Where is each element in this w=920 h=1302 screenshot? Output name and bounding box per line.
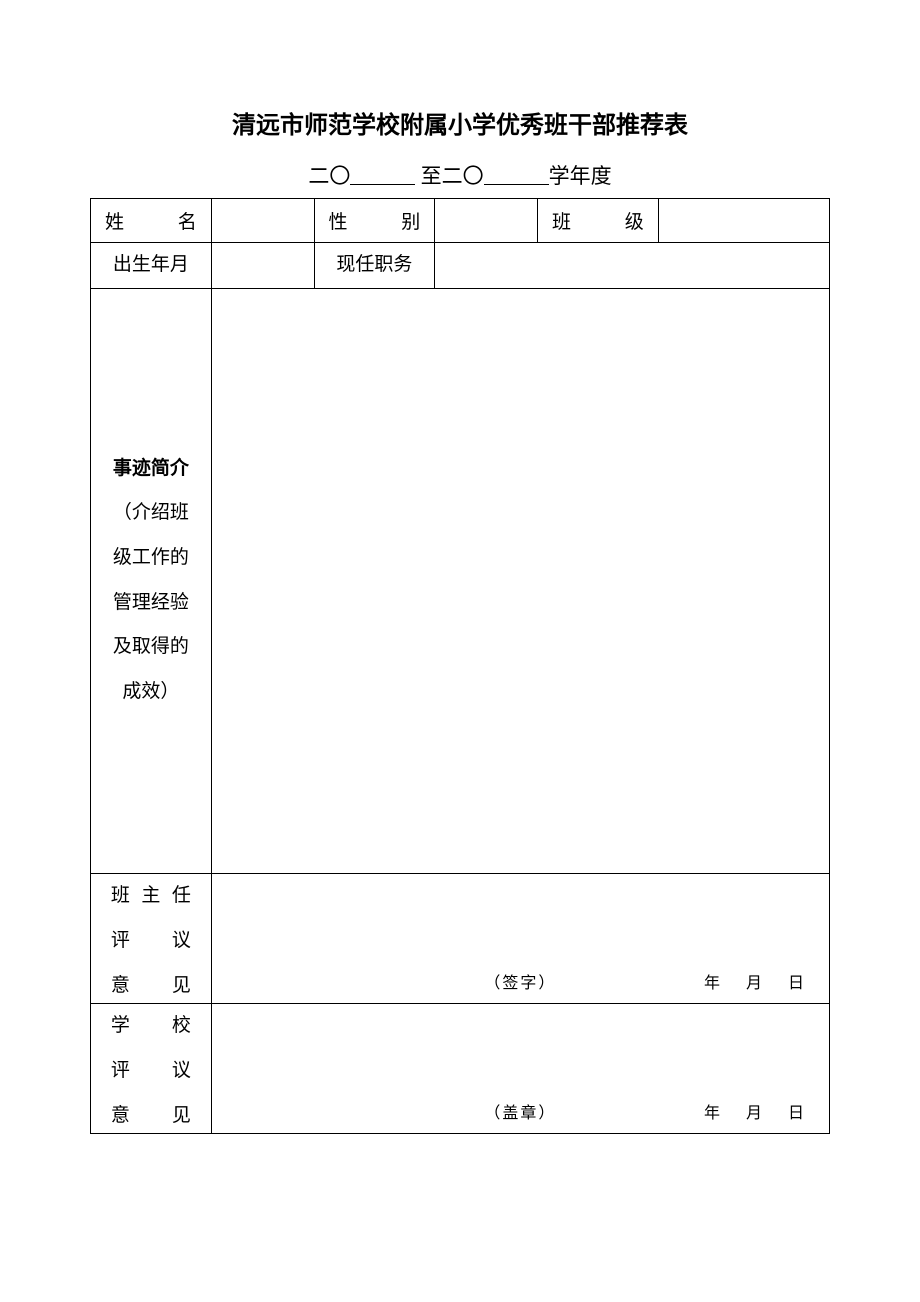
input-birth[interactable] — [211, 243, 314, 289]
deeds-title: 事迹简介 — [107, 447, 195, 492]
teacher-line-2: 评 议 — [111, 925, 191, 952]
input-teacher-opinion[interactable]: （签字） 年 月 日 — [211, 873, 829, 1003]
school-line-2: 评 议 — [111, 1055, 191, 1082]
date-label: 年 月 日 — [639, 969, 809, 993]
document-title: 清远市师范学校附属小学优秀班干部推荐表 — [90, 105, 830, 140]
date-label: 年 月 日 — [639, 1099, 809, 1123]
table-row: 班主任 评 议 意 见 （签字） 年 月 日 — [91, 873, 830, 1003]
year-mid: 至二〇 — [415, 164, 483, 188]
year-suffix: 学年度 — [549, 164, 612, 188]
teacher-line-1: 班主任 — [111, 880, 191, 907]
label-deeds: 事迹简介 （介绍班 级工作的 管理经验 及取得的 成效） — [91, 288, 212, 873]
stamp-label: （盖章） — [402, 1099, 639, 1123]
label-name: 姓 名 — [91, 199, 212, 243]
table-row: 事迹简介 （介绍班 级工作的 管理经验 及取得的 成效） — [91, 288, 830, 873]
input-position[interactable] — [435, 243, 830, 289]
academic-year-line: 二〇 至二〇 学年度 — [90, 160, 830, 190]
input-deeds[interactable] — [211, 288, 829, 873]
school-line-3: 意 见 — [111, 1100, 191, 1127]
table-row: 姓 名 性 别 班 级 — [91, 199, 830, 243]
deeds-desc-line: 管理经验 — [107, 581, 195, 626]
year-prefix-1: 二〇 — [308, 164, 350, 188]
input-gender[interactable] — [435, 199, 538, 243]
deeds-desc-line: （介绍班 — [107, 491, 195, 536]
label-birth: 出生年月 — [91, 243, 212, 289]
input-class[interactable] — [658, 199, 829, 243]
school-line-1: 学 校 — [111, 1010, 191, 1037]
deeds-desc-line: 及取得的 — [107, 625, 195, 670]
table-row: 出生年月 现任职务 — [91, 243, 830, 289]
signature-label: （签字） — [402, 969, 639, 993]
input-name[interactable] — [211, 199, 314, 243]
year-blank-2[interactable] — [484, 163, 549, 185]
table-row: 学 校 评 议 意 见 （盖章） 年 月 日 — [91, 1003, 830, 1133]
label-gender: 性 别 — [314, 199, 435, 243]
label-teacher-opinion: 班主任 评 议 意 见 — [91, 873, 212, 1003]
recommendation-form-table: 姓 名 性 别 班 级 出生年月 现任职务 事迹简介 （介绍班 级工作的 管理经… — [90, 198, 830, 1134]
label-position: 现任职务 — [314, 243, 435, 289]
label-class: 班 级 — [538, 199, 659, 243]
input-school-opinion[interactable]: （盖章） 年 月 日 — [211, 1003, 829, 1133]
year-blank-1[interactable] — [350, 163, 415, 185]
teacher-line-3: 意 见 — [111, 970, 191, 997]
deeds-desc-line: 级工作的 — [107, 536, 195, 581]
deeds-desc-line: 成效） — [107, 670, 195, 715]
label-school-opinion: 学 校 评 议 意 见 — [91, 1003, 212, 1133]
